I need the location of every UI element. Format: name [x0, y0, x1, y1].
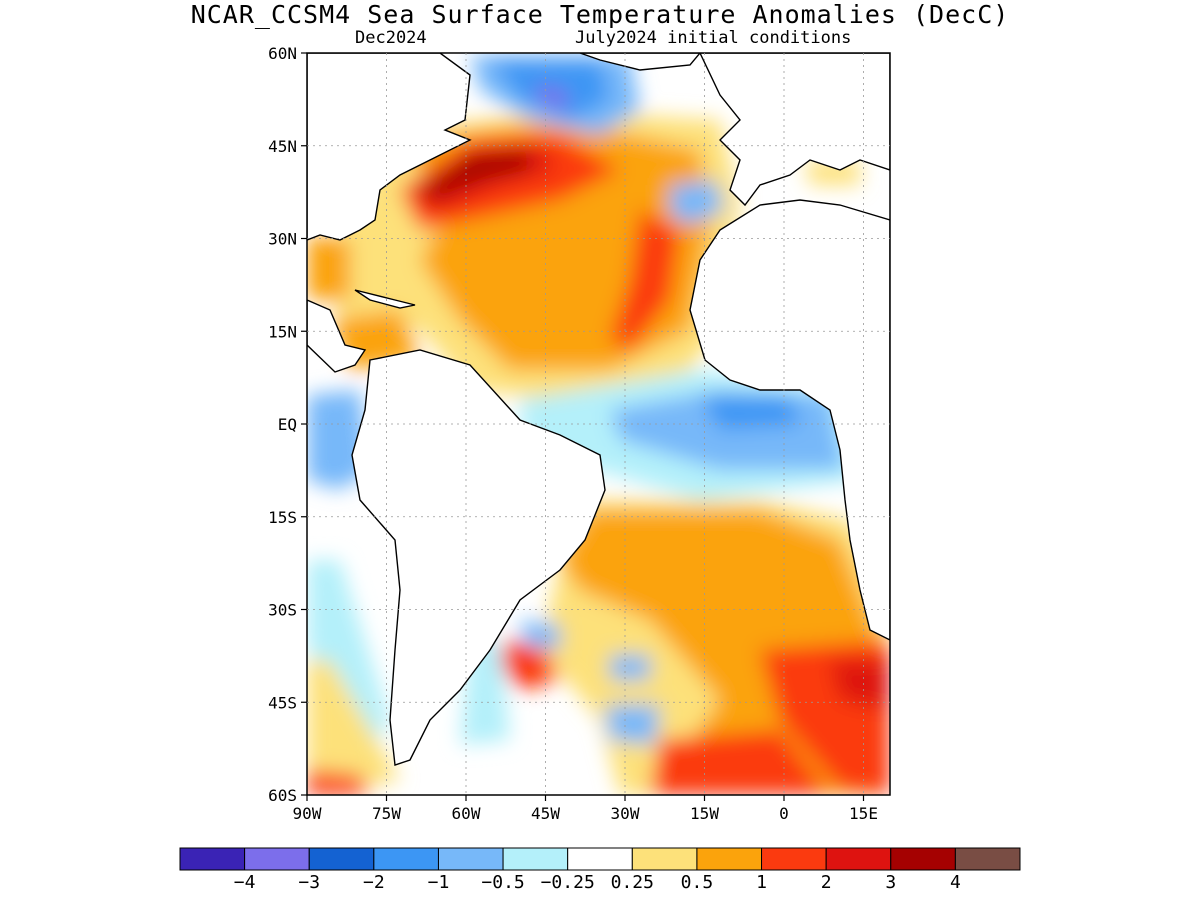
colorbar-swatch [373, 847, 439, 871]
colorbar-label: −1 [428, 872, 450, 893]
lat-tick-label: 15S [268, 508, 297, 527]
colorbar-swatch [567, 847, 633, 871]
colorbar-swatch [179, 847, 246, 871]
lat-tick-label: EQ [278, 415, 297, 434]
colorbar-label: −2 [363, 872, 385, 893]
lon-tick-label: 30W [611, 804, 640, 823]
colorbar-swatch [308, 847, 375, 871]
lat-tick-label: 45S [268, 693, 297, 712]
colorbar-swatch [696, 847, 763, 871]
colorbar-swatch [244, 847, 310, 871]
lat-tick-label: 15N [268, 322, 297, 341]
colorbar-labels: −4 −3 −2 −1 −0.5 −0.25 0.25 0.5 1 2 3 4 [234, 872, 961, 893]
colorbar-label: −3 [298, 872, 320, 893]
colorbar-label: −0.5 [481, 872, 524, 893]
colorbar-label: 0.5 [681, 872, 714, 893]
colorbar-swatch [890, 847, 956, 871]
colorbar-label: 2 [821, 872, 832, 893]
lat-tick-label: 45N [268, 137, 297, 156]
colorbar-label: 1 [756, 872, 767, 893]
lat-tick-label: 60S [268, 786, 297, 805]
colorbar-label: −4 [234, 872, 256, 893]
lat-tick-label: 30N [268, 230, 297, 249]
lat-tick-label: 60N [268, 44, 297, 63]
colorbar-label: 3 [885, 872, 896, 893]
lon-tick-label: 0 [779, 804, 789, 823]
graticule [307, 53, 890, 795]
longitude-labels: 90W 75W 60W 45W 30W 15W 0 15E [293, 795, 878, 823]
colorbar-label: 4 [950, 872, 961, 893]
colorbar-swatch [502, 847, 569, 871]
lon-tick-label: 75W [372, 804, 401, 823]
colorbar [179, 847, 1021, 871]
lon-tick-label: 45W [531, 804, 560, 823]
colorbar-swatch [437, 847, 504, 871]
lon-tick-label: 90W [293, 804, 322, 823]
lat-tick-label: 30S [268, 601, 297, 620]
coastlines [307, 53, 890, 766]
lon-tick-label: 15W [690, 804, 719, 823]
colorbar-label: 0.25 [611, 872, 654, 893]
lon-tick-label: 60W [452, 804, 481, 823]
colorbar-swatch [631, 847, 698, 871]
colorbar-swatch [954, 847, 1021, 871]
figure-title: NCAR_CCSM4 Sea Surface Temperature Anoma… [190, 0, 1010, 29]
initial-conditions: July2024 initial conditions [575, 28, 852, 48]
colorbar-label: −0.25 [541, 872, 595, 893]
forecast-month: Dec2024 [355, 28, 427, 48]
latitude-labels: 60N 45N 30N 15N EQ 15S 30S 45S 60S [268, 44, 307, 805]
colorbar-swatch [761, 847, 827, 871]
lon-tick-label: 15E [849, 804, 878, 823]
colorbar-swatch [825, 847, 892, 871]
